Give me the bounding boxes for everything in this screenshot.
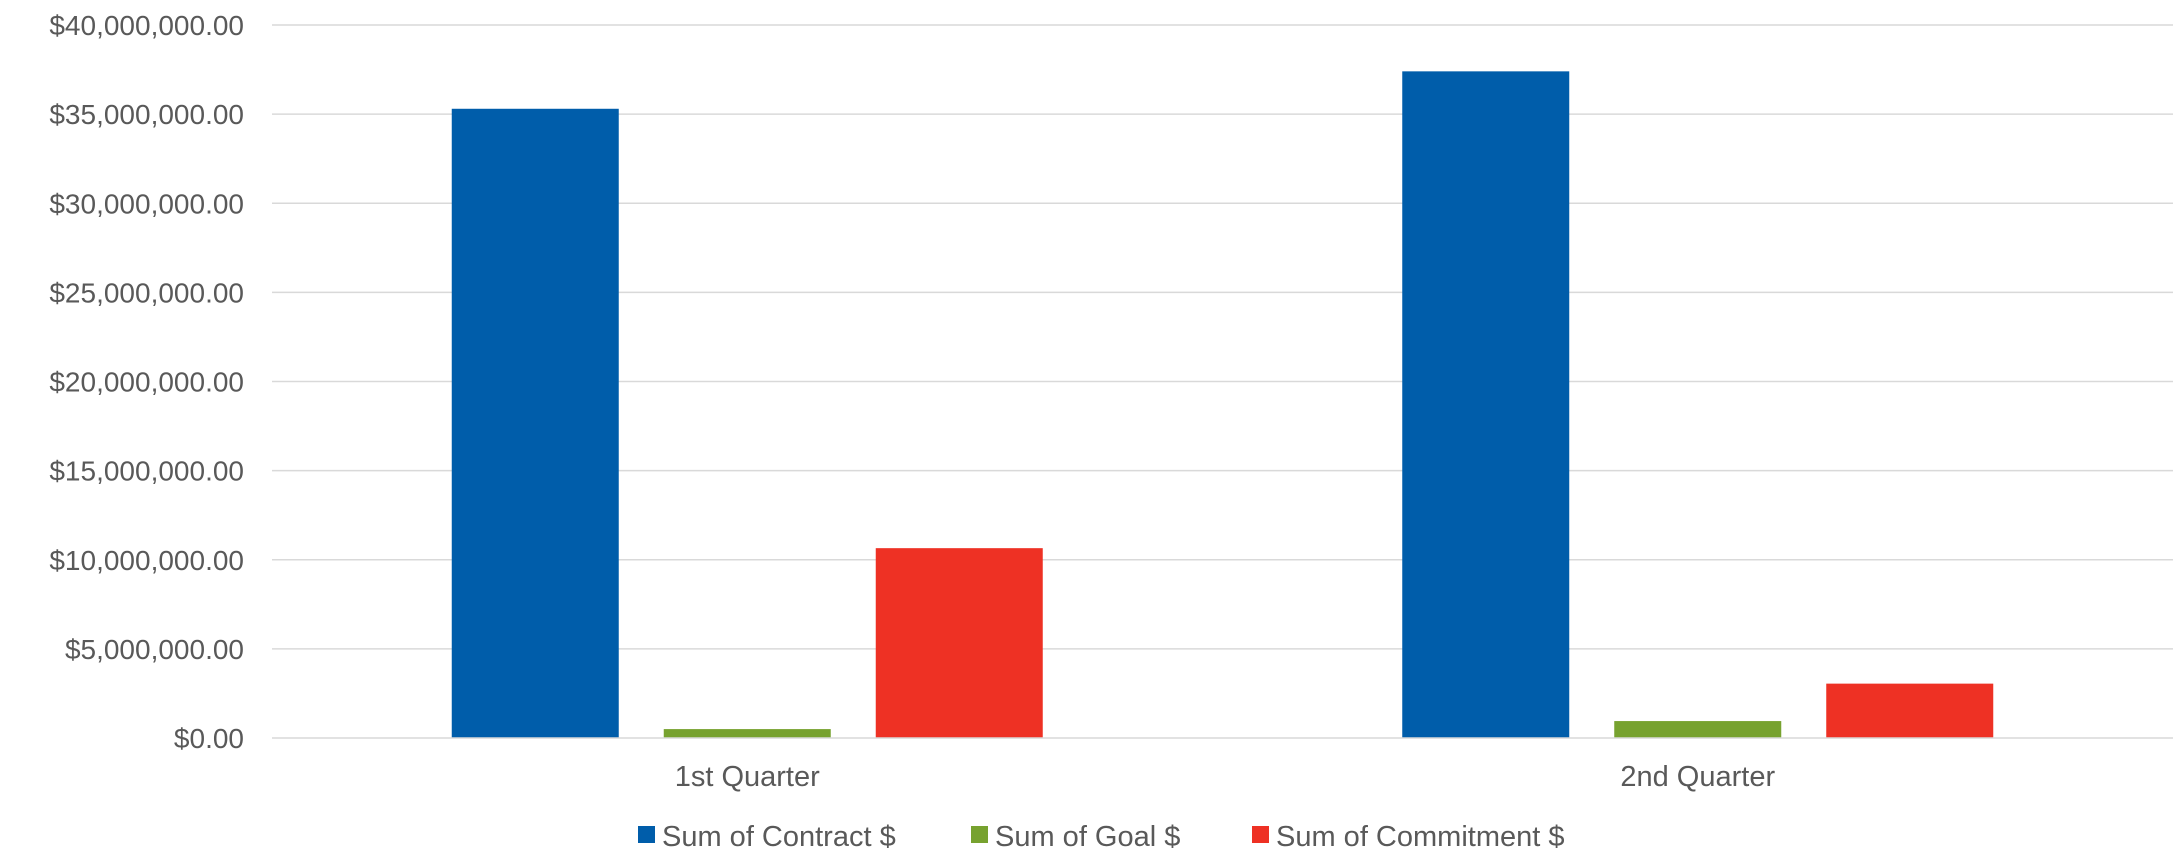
y-tick-label: $10,000,000.00 bbox=[49, 545, 244, 576]
legend-label: Sum of Goal $ bbox=[995, 821, 1180, 851]
y-tick-label: $0.00 bbox=[174, 723, 244, 754]
bar bbox=[875, 548, 1043, 738]
bar bbox=[663, 729, 831, 738]
y-tick-label: $5,000,000.00 bbox=[65, 634, 244, 665]
x-axis-category-labels: 1st Quarter 2nd Quarter bbox=[675, 761, 1776, 793]
legend-swatch bbox=[971, 826, 988, 843]
legend: Sum of Contract $ Sum of Goal $ Sum of Com… bbox=[638, 821, 1564, 851]
bar bbox=[1614, 721, 1782, 738]
legend-label: Sum of Commitment $ bbox=[1276, 821, 1564, 851]
y-tick-label: $30,000,000.00 bbox=[49, 188, 244, 219]
x-category-label: 1st Quarter bbox=[675, 761, 820, 793]
bars bbox=[451, 71, 1994, 739]
y-tick-label: $35,000,000.00 bbox=[49, 99, 244, 130]
legend-swatch bbox=[638, 826, 655, 843]
y-tick-label: $15,000,000.00 bbox=[49, 456, 244, 487]
y-axis-tick-labels: $0.00 $5,000,000.00 $10,000,000.00 $15,000,… bbox=[49, 10, 244, 754]
legend-label: Sum of Contract $ bbox=[662, 821, 896, 851]
x-category-label: 2nd Quarter bbox=[1620, 761, 1775, 793]
legend-swatch bbox=[1252, 826, 1269, 843]
y-tick-label: $40,000,000.00 bbox=[49, 10, 244, 41]
bar bbox=[451, 108, 619, 739]
y-tick-label: $25,000,000.00 bbox=[49, 277, 244, 308]
bar bbox=[1826, 683, 1994, 738]
y-tick-label: $20,000,000.00 bbox=[49, 367, 244, 398]
bar bbox=[1402, 71, 1570, 739]
